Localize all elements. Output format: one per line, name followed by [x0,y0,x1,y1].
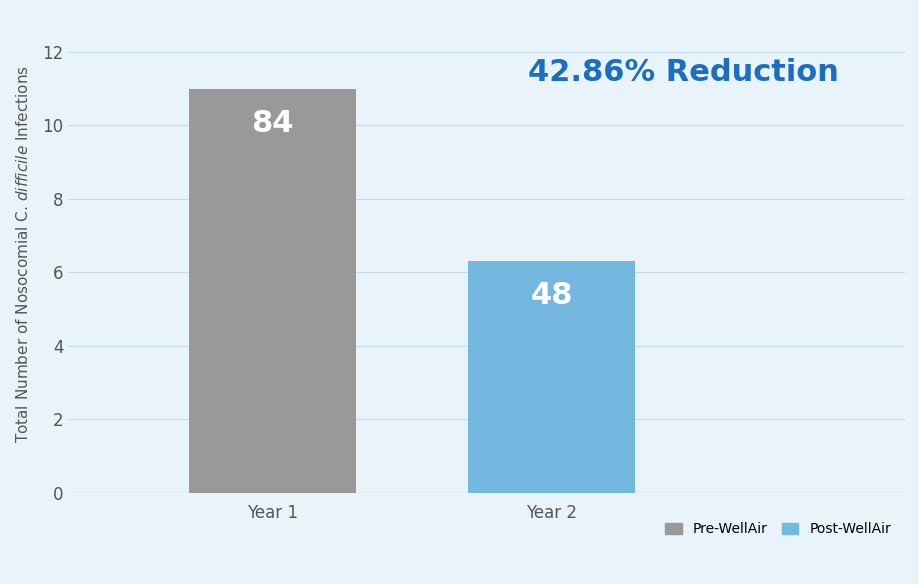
Text: 84: 84 [251,109,294,138]
Legend: Pre-WellAir, Post-WellAir: Pre-WellAir, Post-WellAir [657,515,897,543]
Text: 42.86% Reduction: 42.86% Reduction [528,58,838,87]
Y-axis label: Total Number of Nosocomial C. $\it{difficile}$ Infections: Total Number of Nosocomial C. $\it{diffi… [15,65,31,443]
Bar [189,89,356,493]
Text: 48: 48 [530,281,573,311]
Bar [468,261,635,493]
